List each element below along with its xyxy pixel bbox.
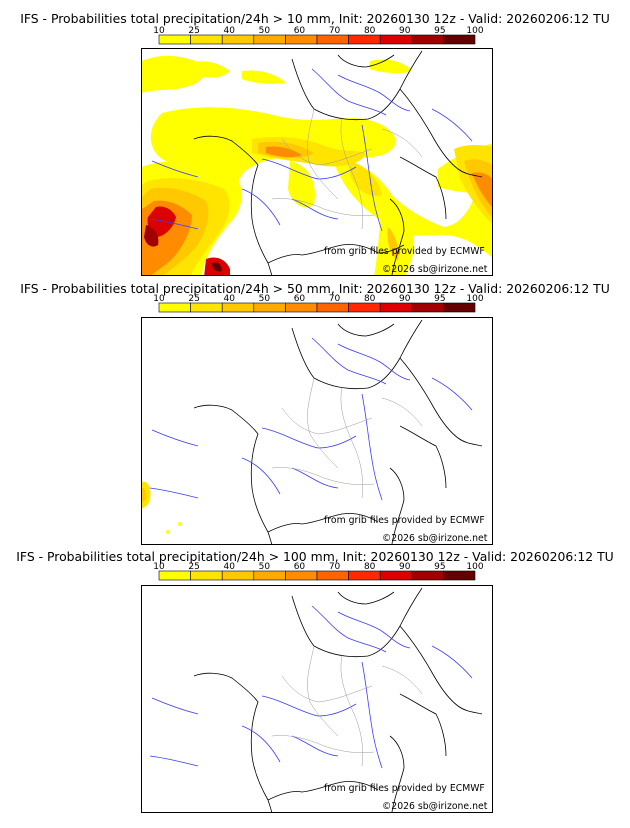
panel-3-colorbar-tick-label: 70	[329, 562, 341, 572]
panel-1-colorbar-tick-label: 100	[466, 26, 483, 36]
panel-1-colorbar-segment	[348, 34, 381, 45]
panel-1-colorbar-tick-label: 90	[399, 26, 411, 36]
panel-1-title: IFS - Probabilities total precipitation/…	[20, 11, 610, 26]
panel-2-colorbar-segment	[443, 302, 476, 313]
panel-1-colorbar-tick-label: 60	[294, 26, 306, 36]
panel-2-colorbar-segment	[221, 302, 255, 313]
panel-2-colorbar-tick-label: 70	[329, 294, 341, 304]
panel-2-colorbar-segment	[348, 302, 381, 313]
panel-3-colorbar-tick-label: 10	[153, 562, 165, 572]
panel-2-colorbar-tick-label: 60	[294, 294, 306, 304]
panel-1-colorbar-segment	[411, 34, 444, 45]
panel-2-colorbar-segment	[190, 302, 223, 313]
panel-2-colorbar-segment	[158, 302, 191, 313]
panel-3-colorbar-segment	[348, 570, 381, 581]
panel-1-colorbar-tick-label: 80	[364, 26, 376, 36]
panel-2-colorbar-segment	[411, 302, 444, 313]
panel-1-map: from grib files provided by ECMWF ©2026 …	[141, 48, 493, 276]
panel-2-map-svg: from grib files provided by ECMWF ©2026 …	[142, 319, 488, 544]
panel-3-colorbar-segment	[443, 570, 476, 581]
panel-3-colorbar-tick-label: 100	[466, 562, 483, 572]
rivers	[149, 605, 473, 769]
panel-1-colorbar: 10 25 40 50 60 70 80 90 95 100	[153, 26, 484, 45]
panel-2-colorbar-tick-label: 25	[188, 294, 199, 304]
coastlines-borders	[193, 587, 483, 812]
panel-3-colorbar: 10 25 40 50 60 70 80 90 95 100	[153, 562, 484, 581]
panel-2-colorbar-tick-label: 95	[434, 294, 445, 304]
panel-3-colorbar-segment	[411, 570, 444, 581]
panel-2-colorbar-tick-label: 50	[259, 294, 271, 304]
panel-3-colorbar-segment	[253, 570, 286, 581]
panel-3-colorbar-tick-label: 90	[399, 562, 411, 572]
panel-3-colorbar-segment	[158, 570, 191, 581]
panel-3-colorbar-segment	[190, 570, 223, 581]
panel-3-credit-copyright: ©2026 sb@irizone.net	[382, 801, 488, 812]
coastlines-borders	[193, 319, 483, 544]
panel-2-colorbar-tick-label: 10	[153, 294, 165, 304]
panel-1-colorbar-tick-label: 40	[223, 26, 235, 36]
panel-3-colorbar-tick-label: 50	[259, 562, 271, 572]
panel-1-map-svg: from grib files provided by ECMWF ©2026 …	[142, 50, 492, 275]
precipitation-probability-field	[142, 481, 182, 534]
panel-1-colorbar-tick-label: 50	[259, 26, 271, 36]
precipitation-probability-field	[142, 55, 492, 275]
panel-3-colorbar-tick-label: 60	[294, 562, 306, 572]
panel-2-colorbar-tick-label: 80	[364, 294, 376, 304]
panel-3-colorbar-tick-label: 80	[364, 562, 376, 572]
panel-1-colorbar-segment	[158, 34, 191, 45]
panel-1-colorbar-segment	[316, 34, 349, 45]
panel-2-colorbar-segment	[285, 302, 318, 313]
panel-1-colorbar-tick-label: 70	[329, 26, 341, 36]
panel-3-colorbar-segment	[221, 570, 255, 581]
panel-3-credit-grib: from grib files provided by ECMWF	[324, 783, 485, 794]
panel-3-colorbar-tick-label: 25	[188, 562, 199, 572]
panel-1-colorbar-segment	[190, 34, 223, 45]
panel-3-colorbar-segment	[316, 570, 349, 581]
panel-1-colorbar-segment	[379, 34, 413, 45]
panel-3-title: IFS - Probabilities total precipitation/…	[16, 549, 614, 564]
panel-2-credit-grib: from grib files provided by ECMWF	[324, 515, 485, 526]
panel-1-colorbar-segment	[253, 34, 286, 45]
panel-1-credit-copyright: ©2026 sb@irizone.net	[382, 264, 488, 275]
panel-1-colorbar-segment	[221, 34, 255, 45]
coastlines-borders	[193, 50, 483, 275]
panel-3-colorbar-segment	[285, 570, 318, 581]
panel-3-map-svg: from grib files provided by ECMWF ©2026 …	[149, 587, 488, 812]
admin-boundaries	[271, 645, 423, 767]
panel-1-colorbar-segment	[285, 34, 318, 45]
panel-2-title: IFS - Probabilities total precipitation/…	[20, 281, 610, 296]
panel-2-colorbar-tick-label: 90	[399, 294, 411, 304]
panel-2-colorbar-segment	[253, 302, 286, 313]
panel-2-colorbar-tick-label: 40	[223, 294, 235, 304]
admin-boundaries	[271, 377, 423, 499]
panel-3-colorbar-segment	[379, 570, 413, 581]
rivers	[149, 68, 473, 232]
panel-2-colorbar: 10 25 40 50 60 70 80 90 95 100	[153, 294, 484, 313]
panel-2-colorbar-segment	[379, 302, 413, 313]
panel-1-colorbar-tick-label: 25	[188, 26, 199, 36]
admin-boundaries	[271, 108, 423, 230]
panel-1-colorbar-tick-label: 95	[434, 26, 445, 36]
panel-3-map: from grib files provided by ECMWF ©2026 …	[141, 585, 493, 813]
panel-3-colorbar-tick-label: 95	[434, 562, 445, 572]
panel-3-colorbar-tick-label: 40	[223, 562, 235, 572]
panel-1-colorbar-segment	[443, 34, 476, 45]
panel-2-colorbar-segment	[316, 302, 349, 313]
panel-2-credit-copyright: ©2026 sb@irizone.net	[382, 533, 488, 544]
panel-2-colorbar-tick-label: 100	[466, 294, 483, 304]
panel-1-credit-grib: from grib files provided by ECMWF	[324, 246, 485, 257]
rivers	[149, 337, 473, 501]
panel-2-map: from grib files provided by ECMWF ©2026 …	[141, 317, 493, 545]
panel-1-colorbar-tick-label: 10	[153, 26, 165, 36]
